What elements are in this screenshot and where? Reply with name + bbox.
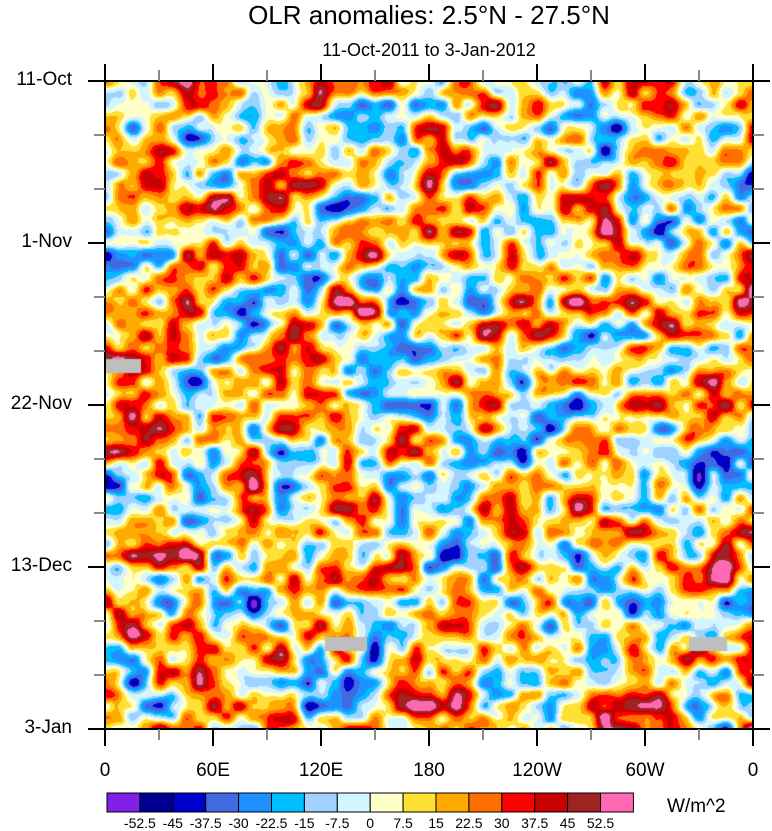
y-tick-label: 3-Jan (24, 717, 72, 738)
colorbar-label: -7.5 (325, 815, 350, 831)
colorbar-label: -45 (162, 815, 183, 831)
x-tick-label: 120E (298, 760, 344, 781)
colorbar-swatch (271, 792, 305, 813)
x-tick-label: 180 (413, 760, 445, 781)
x-tick-label: 0 (747, 760, 759, 781)
colorbar-label: -22.5 (255, 815, 288, 831)
colorbar-swatch (336, 792, 371, 813)
y-tick-label: 1-Nov (21, 231, 72, 252)
x-tick-label: 120W (512, 760, 562, 781)
colorbar-label: 30 (494, 815, 510, 831)
colorbar-swatch (369, 792, 404, 813)
x-tick-label: 60E (196, 760, 230, 781)
colorbar-swatch (501, 792, 536, 813)
x-tick-label: 0 (99, 760, 111, 781)
colorbar-label: 52.5 (586, 815, 615, 831)
colorbar-swatch (600, 792, 634, 813)
y-tick-label: 22-Nov (10, 393, 72, 414)
colorbar-swatch (303, 792, 338, 813)
colorbar-label: -37.5 (189, 815, 222, 831)
colorbar-swatch (139, 792, 174, 813)
colorbar-label: 15 (428, 815, 444, 831)
colorbar-label: 37.5 (521, 815, 549, 831)
colorbar-label: 22.5 (455, 815, 483, 831)
colorbar-swatch (205, 792, 240, 813)
colorbar-swatch (435, 792, 470, 813)
colorbar-label: 0 (366, 815, 375, 831)
colorbar-swatch (567, 792, 601, 813)
colorbar-swatch (172, 792, 207, 813)
colorbar-swatch (106, 792, 141, 813)
colorbar-swatch (534, 792, 569, 813)
y-tick-label: 13-Dec (10, 555, 72, 576)
plot-border (104, 80, 754, 730)
colorbar-label: 45 (559, 815, 576, 831)
chart-subtitle: 11-Oct-2011 to 3-Jan-2012 (322, 40, 536, 60)
y-tick-label: 11-Oct (16, 69, 72, 90)
colorbar-label: -52.5 (123, 815, 156, 831)
colorbar-swatch (238, 792, 273, 813)
x-tick-label: 60W (625, 760, 665, 781)
colorbar-label: 7.5 (393, 815, 413, 831)
chart-title: OLR anomalies: 2.5°N - 27.5°N (248, 0, 610, 30)
colorbar-label: -30 (228, 815, 249, 831)
colorbar-units: W/m^2 (667, 796, 726, 817)
colorbar-swatch (468, 792, 503, 813)
hovmoller-heatmap (105, 81, 753, 729)
colorbar-swatch (402, 792, 437, 813)
colorbar-label: -15 (294, 815, 315, 831)
